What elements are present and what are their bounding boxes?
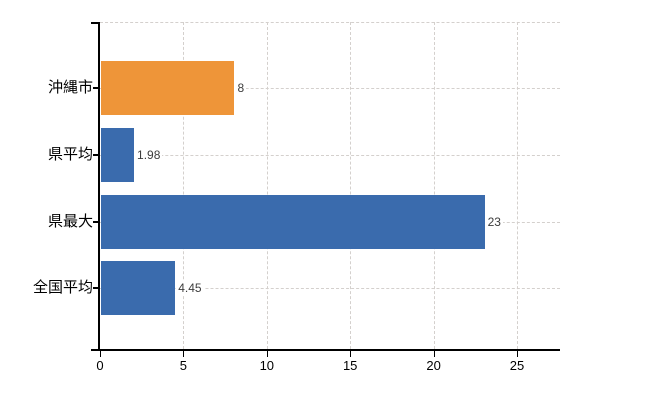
- grid-line-vertical: [183, 22, 185, 349]
- x-axis-tick: [517, 351, 518, 357]
- y-axis-tick: [93, 154, 99, 156]
- bar: [101, 128, 135, 182]
- bar-value-label: 8: [235, 81, 247, 95]
- y-axis-tick: [93, 287, 99, 289]
- x-axis-tick: [433, 351, 435, 357]
- bar-value-label: 4.45: [176, 281, 204, 295]
- category-label: 県平均: [47, 146, 93, 163]
- x-tick-label: 10: [259, 358, 275, 373]
- x-tick-label: 0: [96, 358, 104, 373]
- category-label: 県最大: [47, 212, 93, 230]
- y-axis-top-tick: [91, 22, 99, 24]
- grid-line-horizontal: [100, 288, 560, 289]
- y-axis: [98, 22, 100, 351]
- x-tick-label: 15: [342, 358, 358, 373]
- grid-line-horizontal: [100, 88, 560, 89]
- x-tick-label: 25: [509, 358, 525, 373]
- x-tick-label: 20: [426, 358, 441, 373]
- bar-value-label: 23: [485, 214, 503, 229]
- grid-line-vertical: [266, 22, 268, 349]
- x-axis-tick: [183, 351, 185, 357]
- bar-value-label: 1.98: [135, 148, 163, 162]
- x-axis-tick: [100, 351, 101, 357]
- x-axis-tick: [266, 351, 268, 357]
- y-axis-tick: [93, 87, 99, 89]
- bar: [101, 61, 235, 115]
- grid-line-horizontal: [100, 155, 560, 156]
- bar: [101, 261, 176, 315]
- grid-line-vertical: [433, 22, 435, 349]
- grid-line-vertical: [517, 22, 518, 349]
- y-axis-tick: [93, 220, 99, 223]
- x-axis: [91, 349, 560, 351]
- grid-line-vertical: [350, 22, 352, 349]
- x-axis-tick: [350, 351, 352, 357]
- bar: [101, 194, 485, 249]
- grid-line-top: [100, 22, 560, 23]
- category-label: 全国平均: [32, 279, 93, 296]
- x-tick-label: 5: [179, 358, 188, 373]
- category-label: 沖縄市: [47, 79, 93, 96]
